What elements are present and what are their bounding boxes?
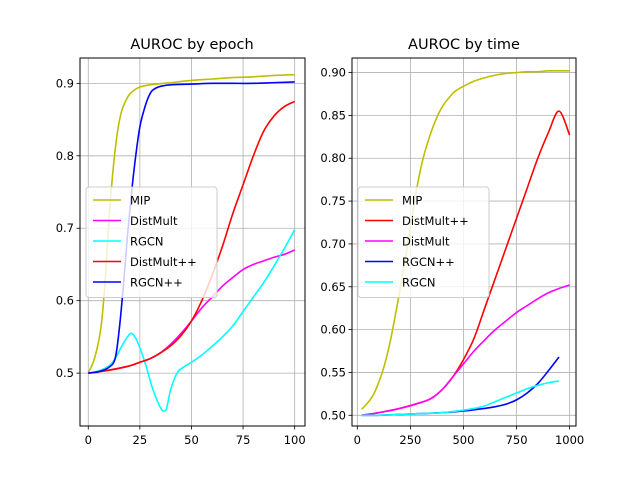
y-tick-label: 0.55: [320, 365, 346, 379]
y-tick-label: 0.70: [320, 237, 346, 251]
y-tick-label: 0.5: [56, 366, 74, 380]
legend-label: MIP: [130, 194, 150, 208]
y-tick-label: 0.6: [56, 294, 74, 308]
legend-label: DistMult++: [402, 214, 469, 228]
x-tick-label: 0: [85, 433, 92, 447]
y-tick-label: 0.8: [56, 149, 74, 163]
legend: MIP DistMult++ DistMult RGCN++ RGCN: [357, 186, 490, 298]
legend-label: DistMult++: [130, 255, 197, 269]
legend-label: RGCN++: [402, 255, 455, 269]
axes-frame: [79, 57, 306, 427]
legend-label: RGCN: [402, 276, 436, 290]
axes-frame: [351, 57, 577, 427]
legend-box: [85, 186, 218, 298]
legend: MIP DistMult RGCN DistMult++ RGCN++: [85, 186, 218, 298]
series-line-rgcn: [361, 380, 560, 417]
chart-title: AUROC by time: [408, 37, 520, 53]
axis-ticks: 0 25 50 75 100 0.5 0.6 0.7 0.8 0.9: [56, 76, 306, 447]
y-tick-label: 0.65: [320, 280, 346, 294]
x-tick-label: 750: [506, 433, 528, 447]
series-line-distmult-: [88, 100, 296, 374]
y-tick-label: 0.60: [320, 323, 346, 337]
x-tick-label: 75: [236, 433, 251, 447]
series-line-distmult: [361, 284, 570, 417]
y-tick-label: 0.7: [56, 221, 74, 235]
legend-label: RGCN: [130, 235, 164, 249]
chart-panel-auroc-by-time: AUROC by time 0 250 500 750 1000 0.50 0.55 0.60…: [320, 37, 584, 447]
series-line-mip: [360, 69, 570, 410]
x-tick-label: 1000: [555, 433, 584, 447]
y-tick-label: 0.50: [320, 408, 346, 422]
x-tick-label: 25: [133, 433, 148, 447]
y-tick-label: 0.75: [320, 194, 346, 208]
x-tick-label: 500: [452, 433, 474, 447]
x-tick-label: 0: [354, 433, 361, 447]
y-tick-label: 0.9: [56, 76, 74, 90]
chart-panel-auroc-by-epoch: AUROC by epoch 0 25 50 75 100 0.5 0.6 0.7 0.8 0.9…: [56, 37, 306, 447]
series-line-rgcn-: [88, 81, 295, 374]
chart-title: AUROC by epoch: [130, 37, 253, 53]
x-tick-label: 100: [284, 433, 306, 447]
y-tick-label: 0.90: [320, 66, 346, 80]
y-tick-label: 0.80: [320, 151, 346, 165]
axis-ticks: 0 250 500 750 1000 0.50 0.55 0.60 0.65 0.70 0.75 0.…: [320, 66, 584, 447]
x-tick-label: 50: [184, 433, 199, 447]
legend-box: [357, 186, 490, 298]
x-tick-label: 250: [399, 433, 421, 447]
legend-label: DistMult: [130, 214, 178, 228]
legend-label: RGCN++: [130, 276, 183, 290]
series-line-rgcn: [88, 229, 296, 413]
plot-lines: [360, 69, 571, 417]
legend-label: DistMult: [402, 235, 450, 249]
legend-label: MIP: [402, 194, 422, 208]
y-tick-label: 0.85: [320, 108, 346, 122]
